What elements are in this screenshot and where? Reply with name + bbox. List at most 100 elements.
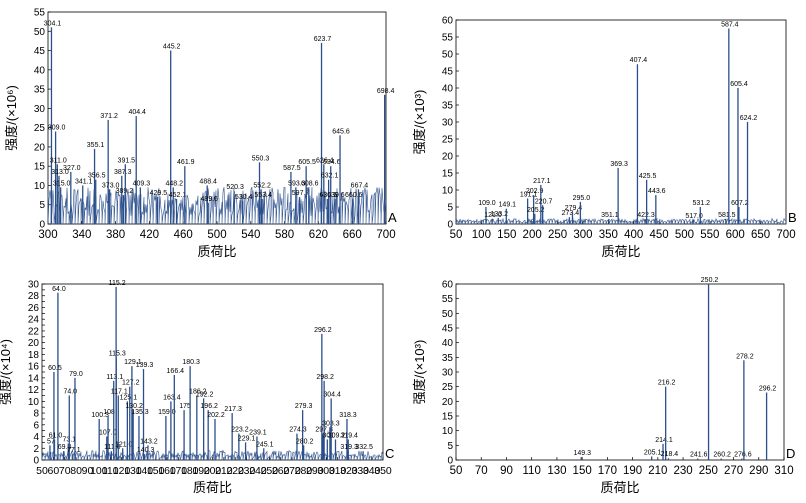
peak-label-100.3: 100.3 (91, 412, 109, 419)
x-tick-label: 90 (500, 465, 513, 477)
x-tick-label: 150 (497, 229, 516, 241)
y-tick-label: 10 (442, 186, 454, 197)
y-tick-label: 0 (33, 456, 39, 467)
peak-label-295.0: 295.0 (573, 195, 591, 202)
y-tick-label: 16 (28, 362, 40, 373)
x-tick-label: 130 (547, 465, 566, 477)
peak-label-530.4: 530.4 (235, 194, 253, 201)
peak-label-279.4: 279.4 (565, 205, 583, 212)
peak-label-217.3: 217.3 (224, 406, 242, 413)
x-tick-label: 200 (523, 229, 542, 241)
y-tick-label: 40 (442, 338, 454, 349)
y-tick-label: 30 (442, 118, 454, 129)
x-tick-label: 60 (48, 465, 60, 477)
peak-label-130.2: 130.2 (125, 403, 143, 410)
peak-label-605.5: 605.5 (298, 159, 316, 166)
peak-label-216.2: 216.2 (658, 380, 676, 387)
peak-label-229.1: 229.1 (238, 435, 256, 442)
y-tick-label: 0 (447, 456, 453, 467)
x-tick-label: 660 (343, 229, 362, 241)
y-tick-label: 40 (34, 65, 46, 76)
peak-label-220.7: 220.7 (535, 198, 553, 205)
peak-label-166.4: 166.4 (167, 368, 185, 375)
y-tick-label: 24 (28, 315, 40, 326)
peak-label-581.5: 581.5 (718, 212, 736, 219)
x-tick-label: 290 (749, 465, 768, 477)
x-axis-label: 质荷比 (197, 244, 236, 259)
peak-label-639.6: 639.6 (327, 192, 345, 199)
peak-label-296.2: 296.2 (314, 327, 332, 334)
peak-label-607.2: 607.2 (731, 200, 749, 207)
x-tick-label: 350 (374, 465, 392, 477)
peak-label-632.1: 632.1 (321, 173, 339, 180)
y-tick-label: 5 (447, 441, 453, 452)
peak-label-125.1: 125.1 (120, 394, 138, 401)
x-tick-label: 190 (623, 465, 642, 477)
x-tick-label: 160 (158, 465, 176, 477)
panel-letter: D (786, 446, 795, 461)
panel-letter: A (388, 210, 397, 225)
peak-label-115.3: 115.3 (109, 350, 126, 357)
y-axis-label: 强度/(×10³) (412, 90, 427, 155)
x-tick-label: 310 (774, 465, 793, 477)
x-tick-label: 130 (124, 465, 142, 477)
x-tick-label: 70 (59, 465, 71, 477)
x-tick-label: 170 (598, 465, 617, 477)
y-tick-label: 2 (33, 444, 39, 455)
y-axis-label: 强度/(×10⁴) (0, 339, 13, 405)
peak-label-276.6: 276.6 (734, 452, 752, 459)
peak-label-645.6: 645.6 (332, 128, 350, 135)
x-tick-label: 380 (106, 229, 125, 241)
x-tick-label: 550 (700, 229, 719, 241)
panel-letter: B (788, 210, 797, 225)
peak-label-108: 108 (103, 409, 115, 416)
peak-label-250.2: 250.2 (701, 277, 719, 284)
peak-label-587.5: 587.5 (283, 165, 301, 172)
peak-label-239.1: 239.1 (249, 430, 267, 437)
peak-label-407.4: 407.4 (630, 57, 648, 64)
y-tick-label: 25 (442, 382, 454, 393)
peak-label-517.0: 517.0 (685, 213, 703, 220)
x-tick-label: 500 (207, 229, 226, 241)
peak-label-304.1: 304.1 (44, 20, 62, 27)
plot-frame (455, 19, 787, 225)
peak-label-309.0: 309.0 (48, 124, 66, 131)
y-tick-label: 25 (442, 135, 454, 146)
peak-label-192.2: 192.2 (196, 391, 214, 398)
peak-label-205.2: 205.2 (527, 207, 545, 214)
peak-label-129.1: 129.1 (124, 359, 142, 366)
y-tick-label: 55 (442, 294, 454, 305)
x-tick-label: 150 (147, 465, 165, 477)
spectrum-baseline-noise (455, 217, 787, 226)
x-tick-label: 320 (340, 465, 358, 477)
chart-panel-a: 0 5 10 15 20 25 30 35 40 45 50 55 300 340 380 420 460 500… (4, 8, 397, 260)
peak-label-121.0: 121.0 (115, 441, 133, 448)
peak-label-319.4: 319.4 (340, 432, 358, 439)
peak-label-223.2: 223.2 (231, 427, 249, 434)
peak-label-57: 57 (47, 438, 55, 445)
y-tick-label: 4 (33, 432, 39, 443)
y-tick-label: 0 (447, 220, 453, 231)
peak-label-245.1: 245.1 (256, 441, 274, 448)
peak-label-445.2: 445.2 (163, 44, 181, 51)
y-tick-label: 28 (28, 291, 40, 302)
x-tick-label: 170 (170, 465, 188, 477)
peak-label-117.1: 117.1 (111, 388, 128, 395)
y-tick-label: 18 (28, 350, 40, 361)
x-tick-label: 700 (776, 229, 795, 241)
x-tick-label: 340 (72, 229, 91, 241)
y-tick-label: 30 (442, 368, 454, 379)
x-tick-label: 70 (475, 465, 488, 477)
peak-label-143.2: 143.2 (140, 438, 158, 445)
peak-label-298.2: 298.2 (316, 374, 334, 381)
y-tick-label: 5 (39, 200, 45, 211)
x-tick-label: 200 (204, 465, 222, 477)
plot-frame (455, 283, 785, 461)
peak-label-217.1: 217.1 (533, 178, 551, 185)
y-tick-label: 10 (34, 181, 46, 192)
y-tick-label: 35 (442, 353, 454, 364)
peak-label-149.3: 149.3 (574, 450, 592, 457)
peak-label-121.0: 121.0 (484, 212, 502, 219)
x-tick-label: 100 (472, 229, 491, 241)
